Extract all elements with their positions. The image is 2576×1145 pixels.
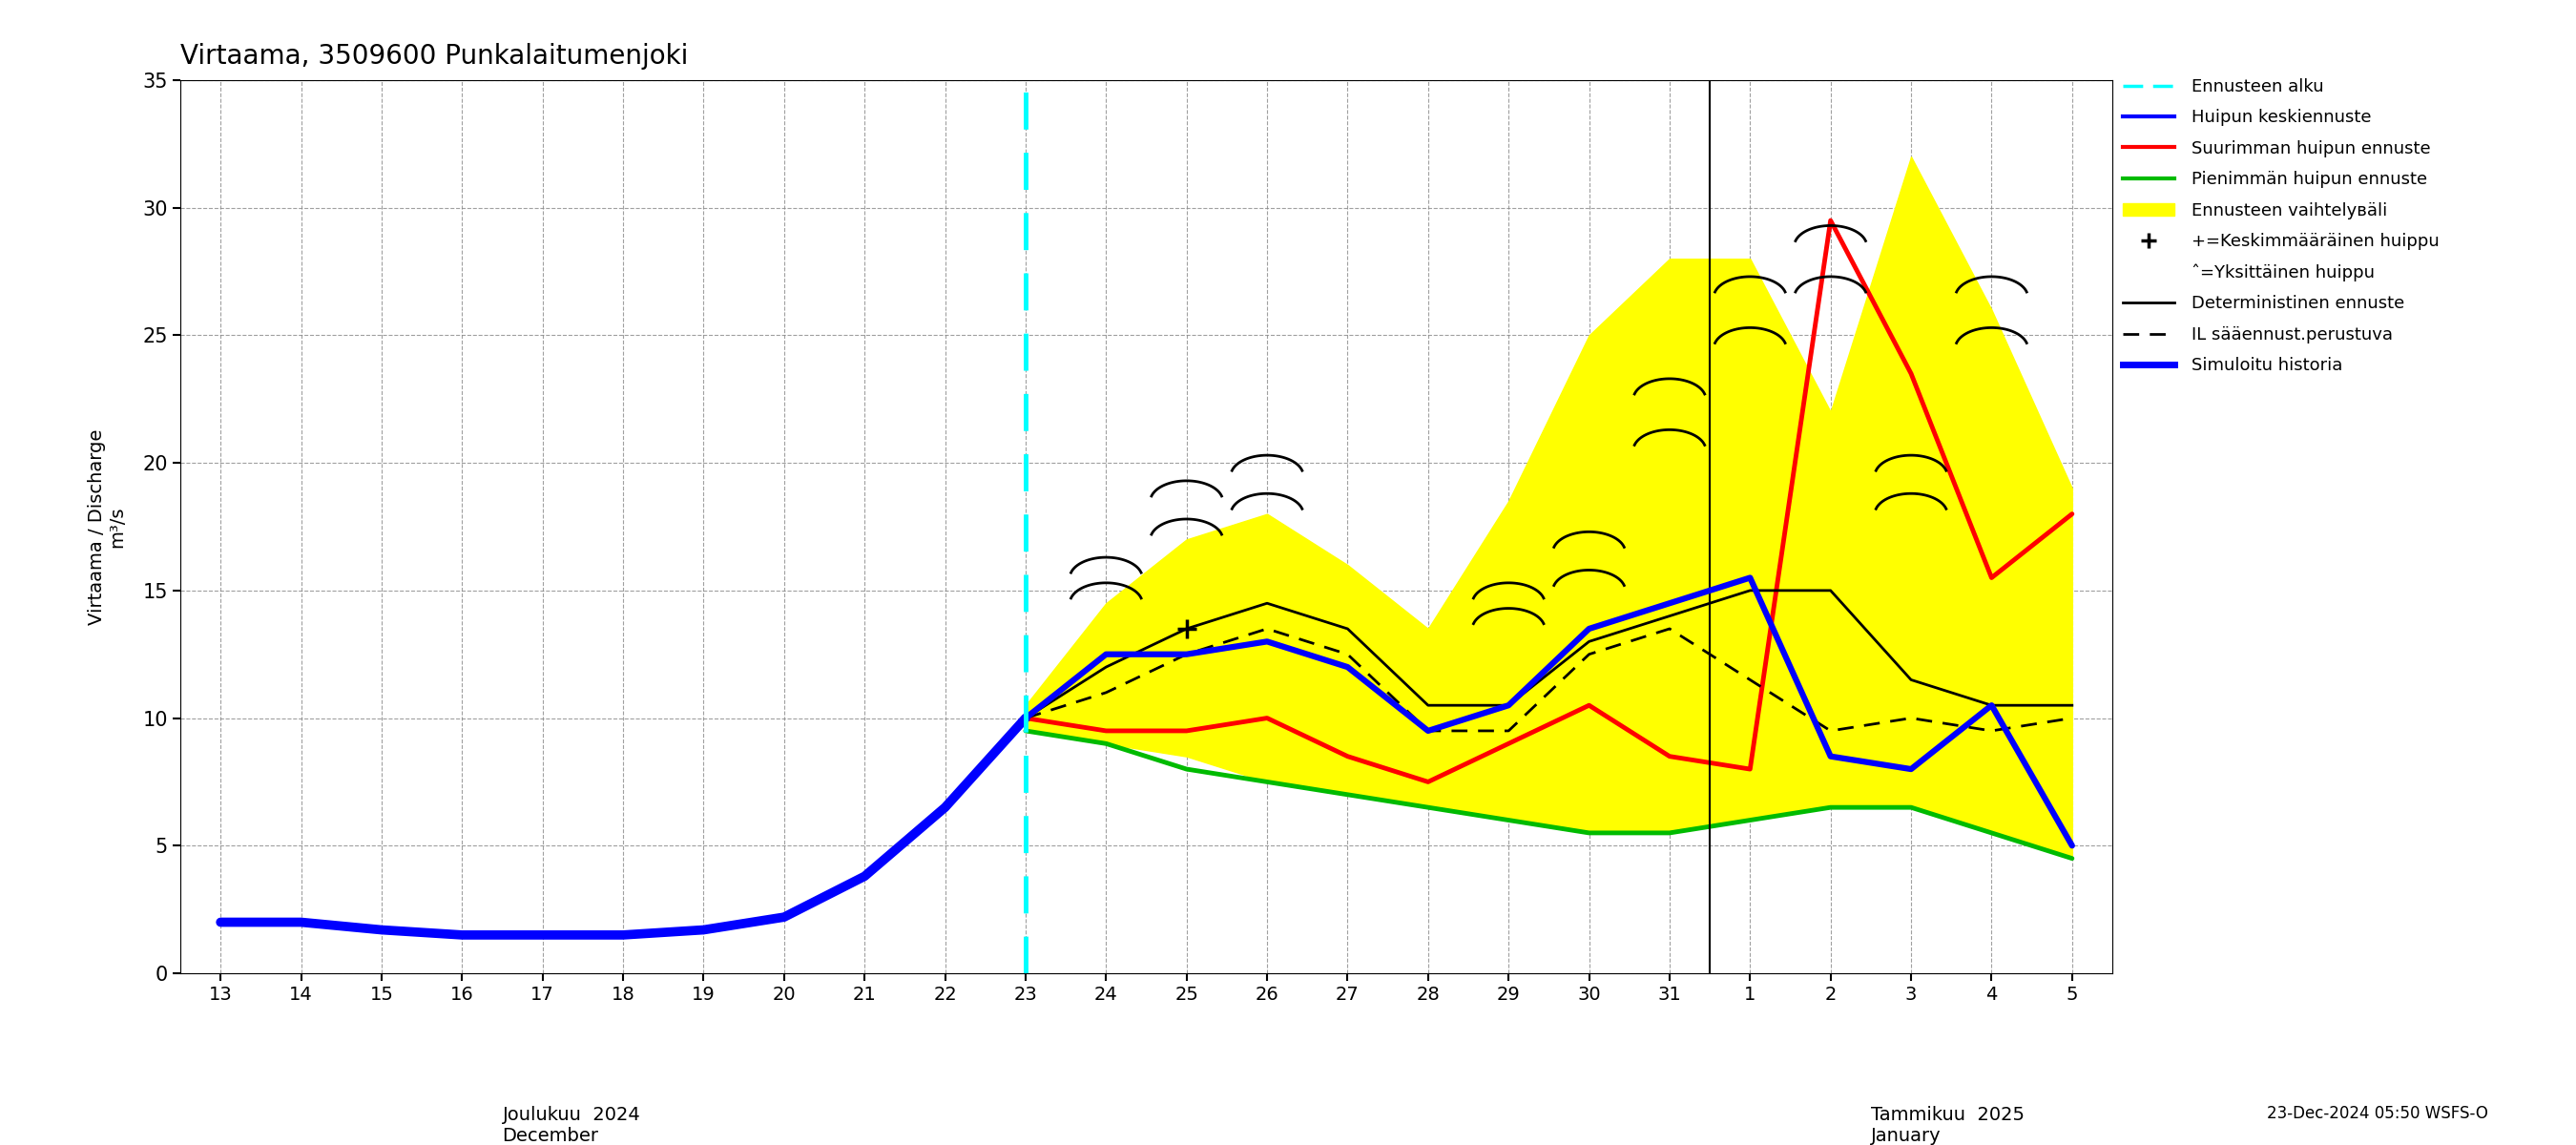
Text: 23-Dec-2024 05:50 WSFS-O: 23-Dec-2024 05:50 WSFS-O: [2267, 1105, 2488, 1122]
Legend: Ennusteen alku, Huipun keskiennuste, Suurimman huipun ennuste, Pienimmän huipun : Ennusteen alku, Huipun keskiennuste, Suu…: [2117, 71, 2447, 381]
Text: Tammikuu  2025
January: Tammikuu 2025 January: [1870, 1106, 2025, 1145]
Text: Joulukuu  2024
December: Joulukuu 2024 December: [502, 1106, 641, 1145]
Text: Virtaama, 3509600 Punkalaitumenjoki: Virtaama, 3509600 Punkalaitumenjoki: [180, 44, 688, 70]
Y-axis label: Virtaama / Discharge
m³/s: Virtaama / Discharge m³/s: [88, 428, 126, 625]
